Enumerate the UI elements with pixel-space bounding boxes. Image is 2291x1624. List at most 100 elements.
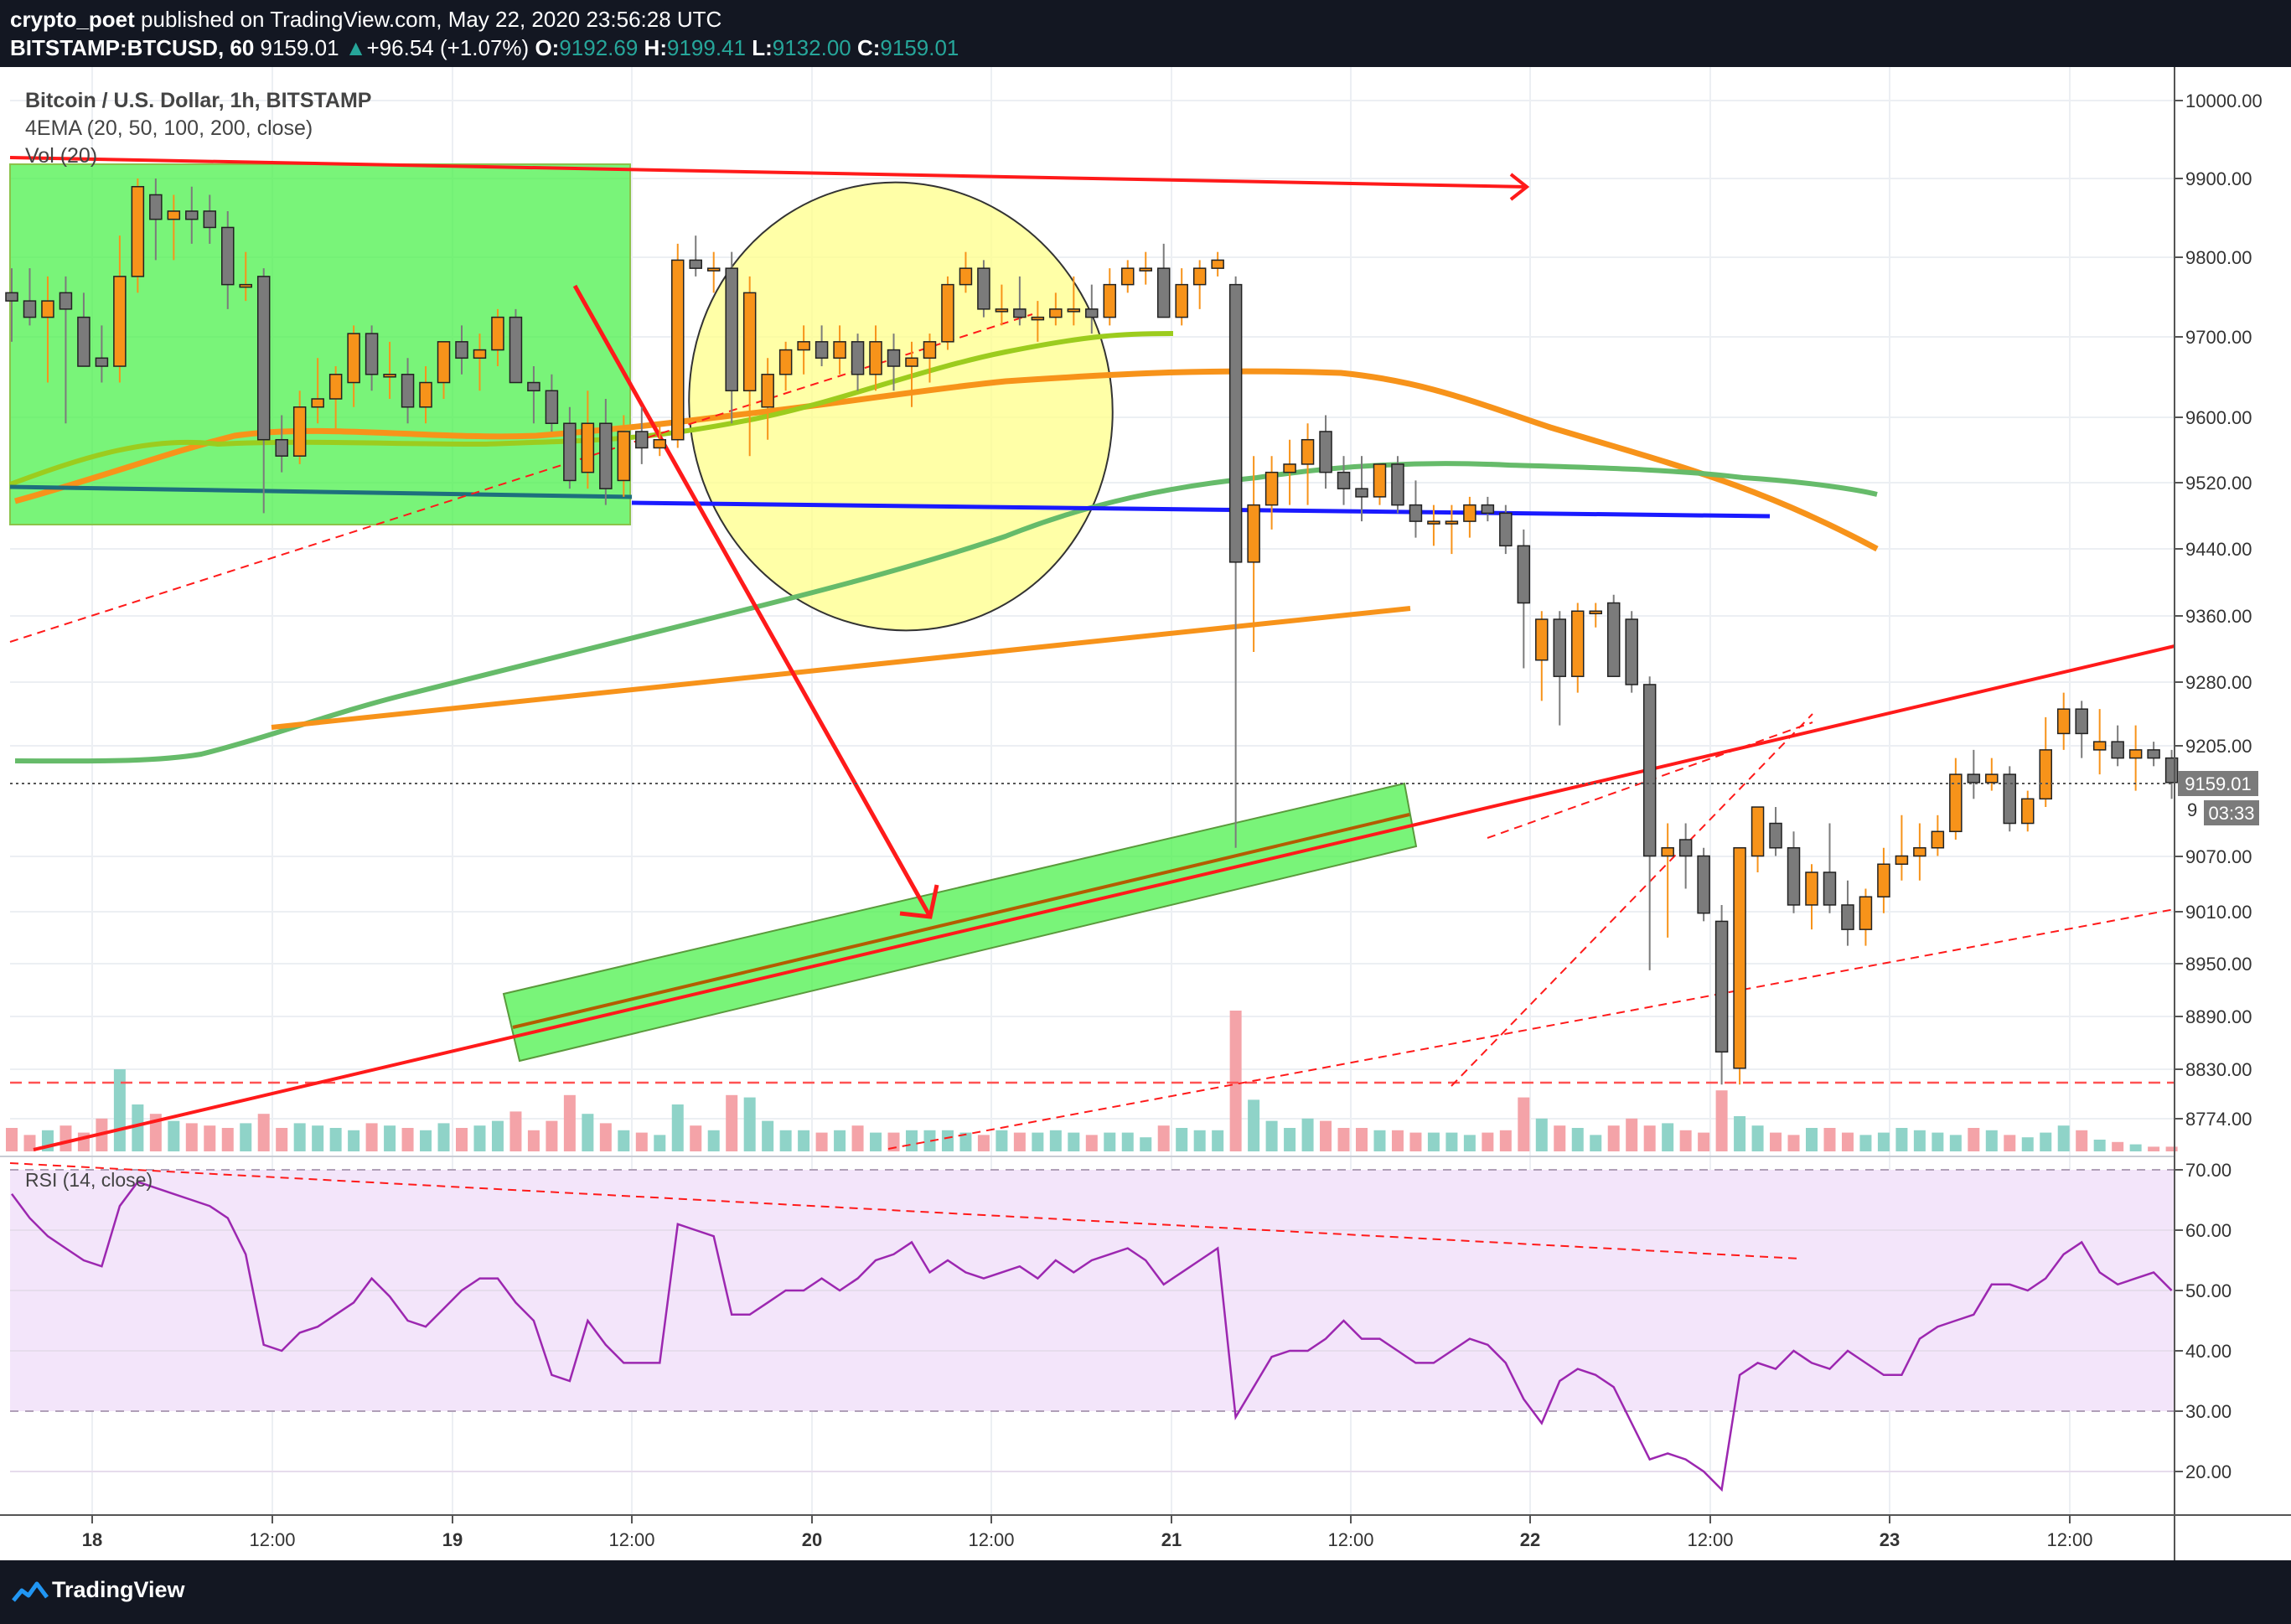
volume-bar: [1265, 1120, 1278, 1151]
candle-body: [1031, 316, 1045, 321]
price-tick-label: 9520.00: [2185, 473, 2252, 494]
volume-bar: [779, 1130, 792, 1151]
time-tick-label: 18: [82, 1529, 102, 1550]
volume-bar: [1301, 1118, 1314, 1151]
volume-bar: [1751, 1125, 1764, 1151]
volume-bar: [618, 1130, 630, 1151]
candle-body: [1139, 267, 1152, 272]
volume-bar: [2076, 1130, 2088, 1151]
candle-body: [167, 210, 181, 220]
volume-bar: [384, 1125, 396, 1151]
chart-area[interactable]: Bitcoin / U.S. Dollar, 1h, BITSTAMP 4EMA…: [0, 67, 2291, 1560]
rsi-axis[interactable]: 70.00 60.00 50.00 40.00 30.00 20.00: [2175, 1160, 2232, 1482]
price-tick-label: 9600.00: [2185, 407, 2252, 428]
time-tick-label: 21: [1161, 1529, 1182, 1550]
time-tick-label: 12:00: [968, 1529, 1014, 1550]
legend-title: Bitcoin / U.S. Dollar, 1h, BITSTAMP: [25, 89, 371, 112]
volume-bar: [1085, 1135, 1098, 1151]
footer-brand[interactable]: TradingView: [52, 1577, 185, 1602]
candle-body: [1823, 871, 1837, 906]
candle-body: [1859, 896, 1873, 930]
candle-body: [689, 259, 702, 269]
time-tick-label: 23: [1880, 1529, 1900, 1550]
volume-bar: [1518, 1097, 1530, 1151]
volume-bar: [1607, 1125, 1620, 1151]
rsi-tick-label: 70.00: [2185, 1160, 2232, 1181]
volume-bar: [59, 1125, 72, 1151]
legend-rsi: RSI (14, close): [25, 1169, 153, 1191]
candle-body: [2021, 798, 2035, 825]
last-price: 9159.01: [260, 35, 339, 60]
volume-bar: [1499, 1130, 1512, 1151]
volume-bar: [1590, 1135, 1602, 1151]
candle-body: [221, 226, 235, 286]
price-axis[interactable]: 10000.00 9900.00 9800.00 9700.00 9600.00 9520…: [2175, 91, 2263, 1130]
consolidation-zone[interactable]: [9, 163, 631, 525]
volume-bar: [1463, 1135, 1476, 1151]
candle-body: [635, 431, 649, 449]
volume-bar: [1391, 1130, 1404, 1151]
dashed-trendline-upper: [9, 313, 1033, 643]
volume-bar: [1337, 1128, 1350, 1151]
volume-bar: [1698, 1132, 1710, 1151]
candle-body: [1373, 463, 1387, 498]
volume-bar: [1895, 1128, 1908, 1151]
candle-body: [1967, 773, 1981, 784]
rsi-tick-label: 60.00: [2185, 1220, 2232, 1241]
rsi-tick-label: 40.00: [2185, 1341, 2232, 1362]
author-name[interactable]: crypto_poet: [10, 7, 135, 32]
candle-body: [653, 438, 667, 449]
volume-bar: [2112, 1141, 2124, 1151]
top-circle[interactable]: [648, 142, 1154, 670]
price-tick-label: 10000.00: [2185, 91, 2263, 111]
volume-bar: [365, 1123, 378, 1151]
candle-body: [563, 422, 577, 482]
price-tick-label: 9280.00: [2185, 672, 2252, 693]
volume-bar: [1445, 1132, 1458, 1151]
volume-bar: [1535, 1118, 1548, 1151]
tradingview-logo-icon[interactable]: [12, 1579, 49, 1606]
candle-body: [149, 194, 163, 220]
candlesticks: [5, 178, 2179, 1085]
volume-bar: [1913, 1130, 1926, 1151]
candle-body: [41, 300, 54, 318]
volume-bar: [1157, 1125, 1170, 1151]
volume-bar: [1662, 1123, 1674, 1151]
candle-body: [59, 292, 73, 310]
volume-bar: [1482, 1132, 1494, 1151]
candle-body: [1192, 267, 1207, 286]
candle-body: [2039, 749, 2052, 800]
candle-body: [706, 267, 721, 272]
countdown-value: 03:33: [2208, 803, 2254, 824]
candle-body: [1337, 471, 1351, 489]
candle-body: [365, 333, 379, 375]
volume-bar: [1823, 1128, 1836, 1151]
volume-bar: [1356, 1128, 1368, 1151]
volume-bar: [1734, 1116, 1746, 1151]
price-chart[interactable]: Bitcoin / U.S. Dollar, 1h, BITSTAMP 4EMA…: [0, 67, 2291, 1560]
candle-body: [1427, 520, 1440, 525]
volume-bar: [456, 1128, 468, 1151]
price-tick-label: 8890.00: [2185, 1006, 2252, 1027]
time-axis[interactable]: 18 12:00 19 12:00 20 12:00 21 12:00 22 12:00 23 12:…: [82, 1515, 2093, 1550]
volume-bar: [113, 1069, 126, 1151]
price-tick-label: 9440.00: [2185, 539, 2252, 560]
volume-bar: [1841, 1132, 1854, 1151]
candle-body: [2092, 741, 2107, 751]
candle-body: [1733, 847, 1746, 1069]
price-tick-label: 9010.00: [2185, 902, 2252, 923]
volume-bar: [690, 1125, 702, 1151]
close-value: 9159.01: [880, 35, 959, 60]
volume-bar: [2004, 1135, 2016, 1151]
candle-body: [1625, 618, 1638, 685]
candle-body: [725, 267, 738, 392]
channel-midline: [512, 813, 1410, 1029]
volume-bar: [276, 1128, 288, 1151]
candle-body: [1211, 259, 1224, 269]
candle-body: [2111, 741, 2124, 759]
candle-body: [455, 341, 468, 359]
volume-bar: [1068, 1132, 1080, 1151]
candle-body: [1247, 504, 1260, 563]
candle-body: [292, 406, 307, 457]
candle-body: [599, 422, 613, 489]
